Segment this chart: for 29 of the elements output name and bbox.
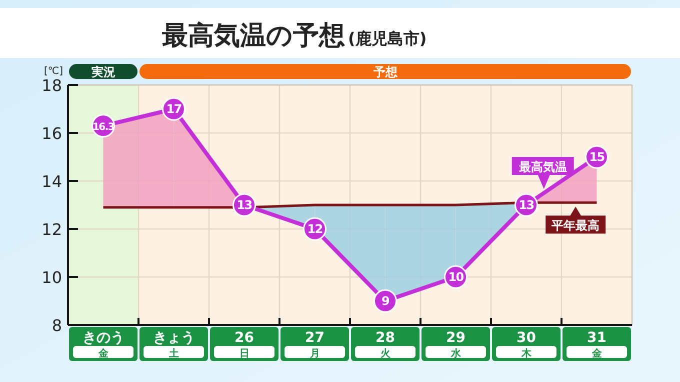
- data-label: 12: [307, 222, 323, 236]
- band-label: 予想: [372, 65, 398, 79]
- y-tick-label: 18: [42, 76, 62, 95]
- y-tick-label: 10: [42, 268, 62, 287]
- x-tick-label: 28火: [376, 330, 395, 360]
- x-tick-label: 26日: [234, 330, 254, 360]
- x-tick-label: 29水: [446, 330, 466, 360]
- data-label: 9: [381, 294, 390, 308]
- x-tick-label: きょう土: [152, 330, 195, 360]
- data-label: 10: [448, 270, 464, 284]
- y-tick-label: 12: [42, 220, 62, 239]
- y-tick-label: 14: [42, 172, 62, 191]
- y-tick-label: 8: [52, 316, 62, 335]
- x-tick-label: 31金: [587, 330, 606, 360]
- y-axis-title: [℃]: [44, 66, 64, 77]
- data-label: 15: [589, 150, 605, 164]
- legend-label: 平年最高: [550, 218, 600, 233]
- x-tick-label: 30木: [516, 330, 536, 360]
- data-label: 16.3: [92, 122, 115, 133]
- data-label: 13: [236, 198, 252, 212]
- band-label: 実況: [90, 65, 116, 79]
- x-tick-label: 27月: [305, 330, 324, 360]
- data-label: 13: [518, 198, 534, 212]
- series-label: 最高気温: [518, 160, 567, 174]
- chart-subtitle: (鹿児島市): [348, 29, 427, 48]
- data-label: 17: [166, 102, 182, 116]
- y-tick-label: 16: [42, 124, 62, 143]
- x-tick-label: きのう金: [82, 330, 124, 360]
- chart-title: 最高気温の予想: [161, 21, 345, 51]
